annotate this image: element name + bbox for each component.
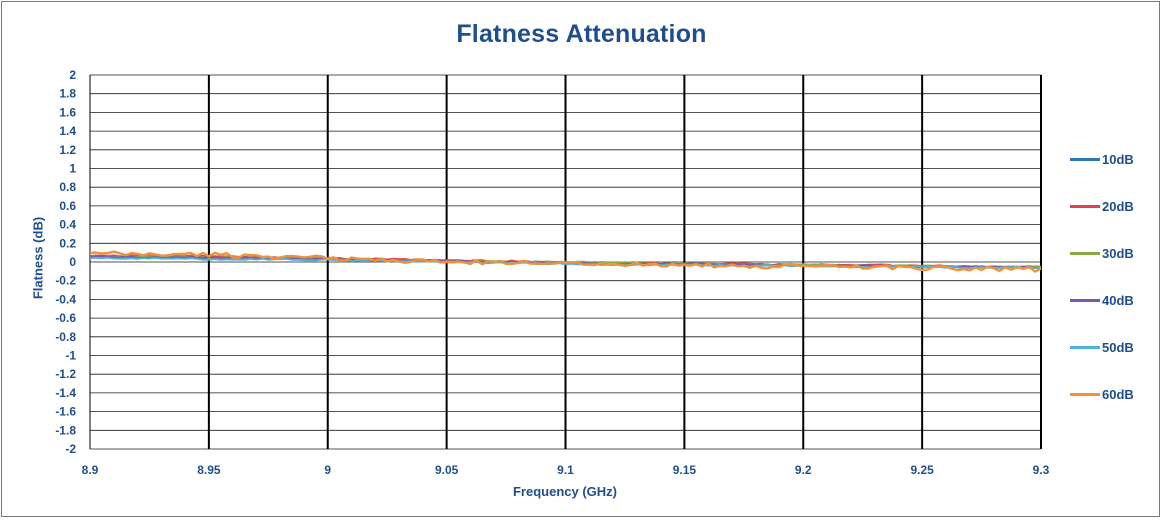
x-tick-label: 9.3 [1033, 463, 1050, 477]
series-line-60dB [89, 250, 1042, 273]
chart-title: Flatness Attenuation [456, 20, 707, 48]
y-tick-label: 0.8 [59, 180, 76, 194]
legend-label: 50dB [1102, 339, 1134, 355]
legend-label: 20dB [1102, 198, 1134, 214]
y-tick-label: 1.4 [59, 124, 76, 138]
legend-label: 30dB [1102, 245, 1134, 261]
legend-item: 20dB [1070, 197, 1134, 215]
legend-swatch [1070, 392, 1100, 396]
legend-item: 60dB [1070, 385, 1134, 403]
y-tick-label: -0.8 [55, 330, 76, 344]
x-tick-label: 8.9 [82, 463, 99, 477]
legend-label: 40dB [1102, 292, 1134, 308]
legend-label: 10dB [1102, 151, 1134, 167]
x-tick-label: 9.25 [910, 463, 934, 477]
legend-swatch [1070, 345, 1100, 349]
y-tick-label: 1.2 [59, 143, 76, 157]
y-tick-label: -1.2 [55, 367, 76, 381]
x-tick-label: 9.2 [795, 463, 812, 477]
legend-swatch [1070, 251, 1100, 255]
y-tick-label: -0.4 [55, 292, 76, 306]
y-tick-label: 0.6 [59, 199, 76, 213]
y-tick-label: -0.6 [55, 311, 76, 325]
y-tick-label: 0.2 [59, 236, 76, 250]
x-tick-label: 9 [324, 463, 331, 477]
legend-item: 40dB [1070, 291, 1134, 309]
x-tick-label: 9.1 [557, 463, 574, 477]
y-tick-label: 1.6 [59, 105, 76, 119]
legend-item: 30dB [1070, 244, 1134, 262]
x-tick-label: 9.15 [673, 463, 697, 477]
y-tick-label: 1 [69, 162, 76, 176]
y-tick-label: -0.2 [55, 274, 76, 288]
y-tick-label: -1 [65, 349, 76, 363]
legend-item: 10dB [1070, 150, 1134, 168]
y-tick-label: 1.8 [59, 87, 76, 101]
y-tick-label: -1.6 [55, 405, 76, 419]
x-tick-label: 9.05 [435, 463, 459, 477]
y-tick-label: -2 [65, 442, 76, 456]
y-tick-label: 0.4 [59, 218, 76, 232]
y-tick-label: -1.8 [55, 423, 76, 437]
legend-swatch [1070, 298, 1100, 302]
x-tick-label: 8.95 [197, 463, 221, 477]
y-tick-label: -1.4 [55, 386, 76, 400]
x-axis-label: Frequency (GHz) [512, 484, 618, 499]
legend-label: 60dB [1102, 386, 1134, 402]
legend-item: 50dB [1070, 338, 1134, 356]
y-tick-label: 0 [69, 255, 76, 269]
legend-swatch [1070, 157, 1100, 161]
y-tick-label: 2 [69, 68, 76, 82]
legend-swatch [1070, 204, 1100, 208]
